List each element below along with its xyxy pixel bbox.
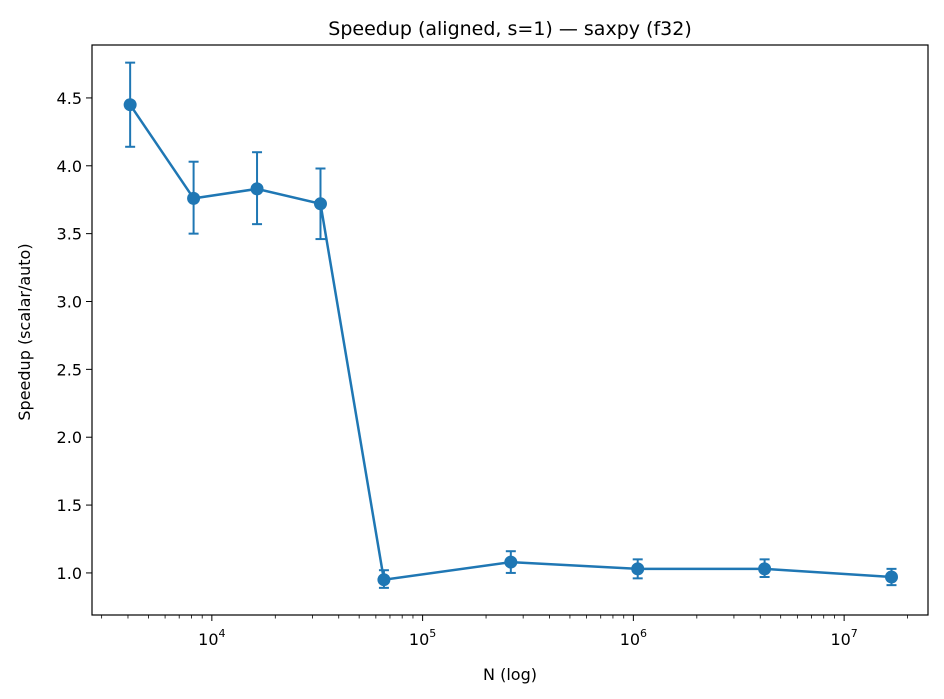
y-tick-label: 2.5 [57,360,82,379]
y-axis-label: Speedup (scalar/auto) [15,243,34,420]
data-point [250,182,264,196]
data-point [884,570,898,584]
series-line [129,103,892,582]
y-tick-label: 3.0 [57,293,82,312]
y-tick-label: 3.5 [57,225,82,244]
chart-title: Speedup (aligned, s=1) — saxpy (f32) [328,18,691,40]
y-tick-label: 4.5 [57,89,82,108]
y-tick-label: 2.0 [57,428,82,447]
data-point [504,555,518,569]
x-tick-label: 105 [409,627,436,649]
data-point [123,98,137,112]
data-point [313,197,327,211]
data-point [631,562,645,576]
plot-area: 1.0 1.5 2.0 2.5 3.0 3.5 4.0 4.5 104 105 106 107 [57,61,908,649]
x-tick-label: 107 [830,627,857,649]
y-tick-label: 1.0 [57,564,82,583]
data-point [758,562,772,576]
data-point [187,191,201,205]
y-tick-label: 4.0 [57,157,82,176]
y-tick-label: 1.5 [57,496,82,515]
data-point [377,573,391,587]
x-tick-label: 104 [198,627,225,649]
x-axis-label: N (log) [483,665,537,684]
plot-frame [91,44,929,616]
x-tick-label: 106 [620,627,647,649]
